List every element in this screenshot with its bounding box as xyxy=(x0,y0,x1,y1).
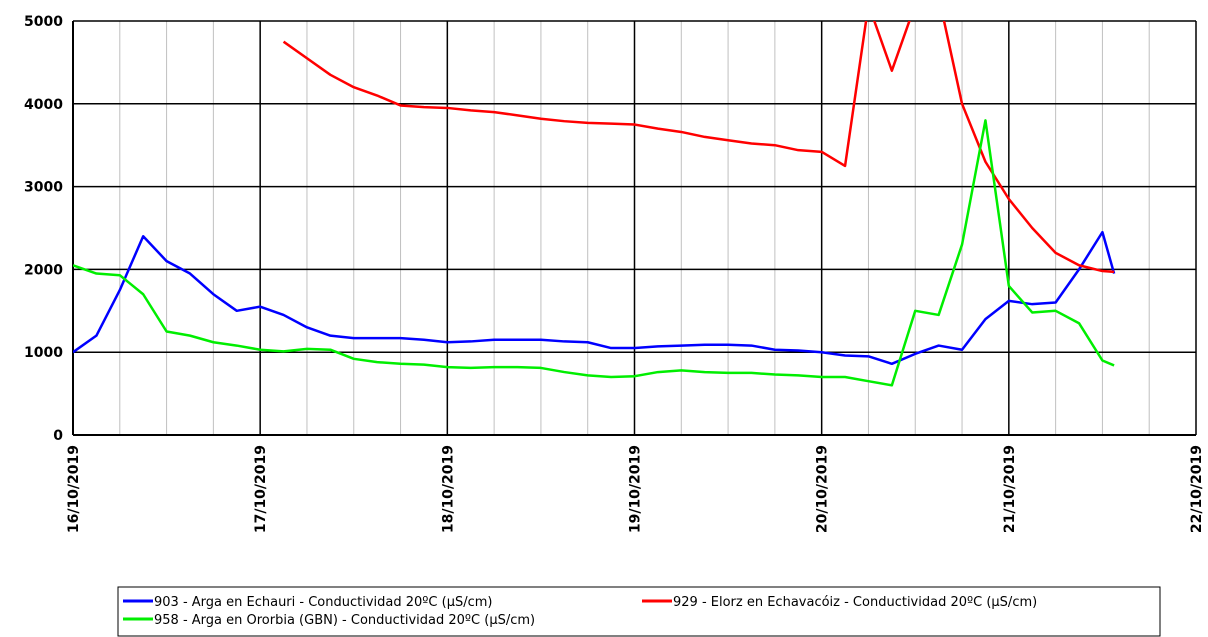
legend-box xyxy=(117,586,1161,637)
y-tick-label: 1000 xyxy=(24,345,63,361)
legend-label: 929 - Elorz en Echavacóiz - Conductivida… xyxy=(673,595,1037,610)
y-tick-label: 5000 xyxy=(24,14,63,30)
x-tick-label: 21/10/2019 xyxy=(1002,445,1018,533)
x-tick-label: 17/10/2019 xyxy=(253,445,269,533)
tick-labels: 0 1000 2000 3000 4000 5000 16/10/2019 17/10/201… xyxy=(24,14,1205,533)
series-line xyxy=(73,230,1116,366)
legend: 903 - Arga en Echauri - Conductividad 20… xyxy=(123,595,1037,628)
x-tick-label: 16/10/2019 xyxy=(66,445,82,533)
grid xyxy=(72,20,1197,436)
y-tick-label: 2000 xyxy=(24,262,63,278)
series-line xyxy=(282,21,1115,274)
plot-lines xyxy=(73,21,1116,387)
x-tick-label: 18/10/2019 xyxy=(440,445,456,533)
x-tick-label: 22/10/2019 xyxy=(1189,445,1205,533)
legend-label: 958 - Arga en Ororbia (GBN) - Conductivi… xyxy=(154,613,535,628)
series-line xyxy=(73,119,1115,387)
legend-label: 903 - Arga en Echauri - Conductividad 20… xyxy=(154,595,492,610)
x-tick-label: 19/10/2019 xyxy=(628,445,644,533)
y-tick-label: 3000 xyxy=(24,180,63,196)
y-tick-label: 4000 xyxy=(24,97,63,113)
x-tick-label: 20/10/2019 xyxy=(815,445,831,533)
y-tick-label: 0 xyxy=(53,428,63,444)
